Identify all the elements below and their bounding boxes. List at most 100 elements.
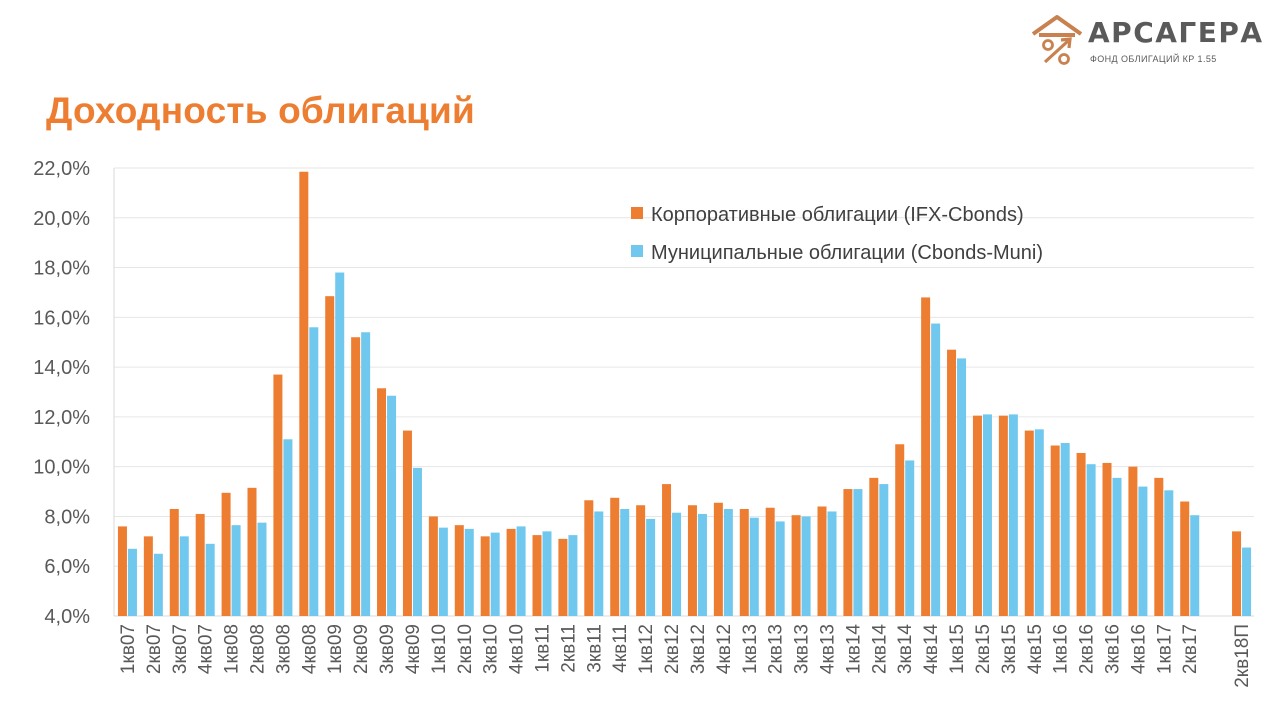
logo-subtitle: ФОНД ОБЛИГАЦИЙ КР 1.55 [1090,54,1217,64]
bar-corporate [143,536,153,616]
bar-municipal [361,332,371,616]
bar-corporate [169,508,179,616]
bar-corporate [1024,430,1034,616]
bar-municipal [827,511,837,616]
bar-municipal [257,522,267,616]
page-title: Доходность облигаций [46,90,475,131]
bar-corporate [1076,452,1086,616]
bar-corporate [869,477,879,616]
bar-corporate [454,525,464,616]
bar-municipal [905,460,915,616]
x-tick-label: 1кв08 [222,624,243,674]
bar-municipal [982,414,992,616]
x-tick-label: 3кв16 [1103,624,1124,674]
x-tick-label: 3кв07 [170,624,191,674]
x-tick-label: 3кв15 [999,624,1020,674]
x-tick-label: 2кв13 [766,624,787,674]
y-tick-label: 4,0% [44,606,90,628]
x-tick-label: 1кв07 [118,624,139,674]
bar-municipal [335,272,345,616]
x-tick-label: 2кв15 [973,624,994,674]
x-tick-label: 2кв18П [1232,624,1253,688]
x-tick-label: 2кв07 [144,624,165,674]
bar-municipal [438,527,448,616]
bar-municipal [387,395,397,616]
bar-corporate [351,337,361,616]
bar-municipal [179,536,189,616]
bar-municipal [127,548,137,616]
bar-municipal [672,512,682,616]
x-tick-label: 1кв17 [1154,624,1175,674]
legend: Корпоративные облигации (IFX-Cbonds) Муни… [631,204,1043,264]
x-tick-label: 3кв09 [377,624,398,674]
x-tick-label: 4кв15 [1025,624,1046,674]
legend-swatch [631,245,643,257]
bar-corporate [480,536,490,616]
bar-corporate [247,487,257,616]
x-tick-label: 4кв07 [196,624,217,674]
bar-municipal [153,553,163,616]
bar-municipal [412,467,422,616]
bar-municipal [1008,414,1018,616]
logo-name: АРСАГЕРА [1088,16,1264,49]
x-tick-label: 1кв10 [429,624,450,674]
bar-corporate [221,492,231,616]
bar-municipal [464,528,474,616]
bar-corporate [610,497,620,616]
legend-label: Корпоративные облигации (IFX-Cbonds) [651,204,1024,226]
y-tick-label: 22,0% [33,158,90,180]
x-tick-label: 2кв17 [1180,624,1201,674]
bar-corporate [195,513,205,616]
bar-municipal [801,516,811,616]
x-tick-label: 3кв12 [688,624,709,674]
x-tick-label: 4кв14 [921,624,942,675]
x-tick-label: 1кв16 [1051,624,1072,674]
y-tick-label: 10,0% [33,457,90,479]
bar-municipal [1164,490,1174,616]
bar-municipal [1060,443,1070,616]
bar-corporate [377,388,387,616]
house-percent-logo-icon [1031,15,1083,65]
bar-municipal [853,489,863,616]
bar-corporate [843,489,853,616]
brand-logo: АРСАГЕРА ФОНД ОБЛИГАЦИЙ КР 1.55 [1030,14,1270,72]
y-tick-label: 18,0% [33,258,90,280]
legend-swatch [631,207,643,219]
bar-corporate [1102,462,1112,616]
bar-municipal [283,439,293,616]
bar-municipal [516,526,526,616]
bar-corporate [428,516,438,616]
bar-corporate [972,415,982,616]
bar-municipal [1034,429,1044,616]
x-tick-label: 3кв10 [481,624,502,674]
bar-municipal [542,531,552,616]
x-tick-label: 2кв10 [455,624,476,674]
bar-municipal [568,535,578,616]
bar-municipal [957,358,967,616]
bar-municipal [775,521,785,616]
bar-municipal [1112,477,1122,616]
bar-municipal [231,525,241,616]
y-tick-label: 16,0% [33,307,90,329]
bar-municipal [697,513,707,616]
bar-corporate [117,526,127,616]
bar-municipal [879,484,889,616]
y-tick-label: 6,0% [44,556,90,578]
x-tick-label: 4кв16 [1128,624,1149,674]
bar-corporate [765,507,775,616]
x-tick-label: 4кв09 [403,624,424,674]
bar-corporate [325,296,335,616]
bar-corporate [1154,477,1164,616]
x-tick-label: 4кв08 [299,624,320,674]
bar-municipal [749,517,759,616]
x-tick-label: 3кв14 [895,624,916,675]
x-tick-label: 2кв09 [351,624,372,674]
bar-corporate [662,484,672,616]
legend-label: Муниципальные облигации (Cbonds-Muni) [651,242,1043,264]
bar-corporate [1050,445,1060,616]
x-tick-label: 3кв11 [584,624,605,673]
x-tick-label: 3кв13 [792,624,813,674]
bar-municipal [1138,486,1148,616]
bar-municipal [309,327,319,616]
x-tick-label: 2кв12 [662,624,683,674]
